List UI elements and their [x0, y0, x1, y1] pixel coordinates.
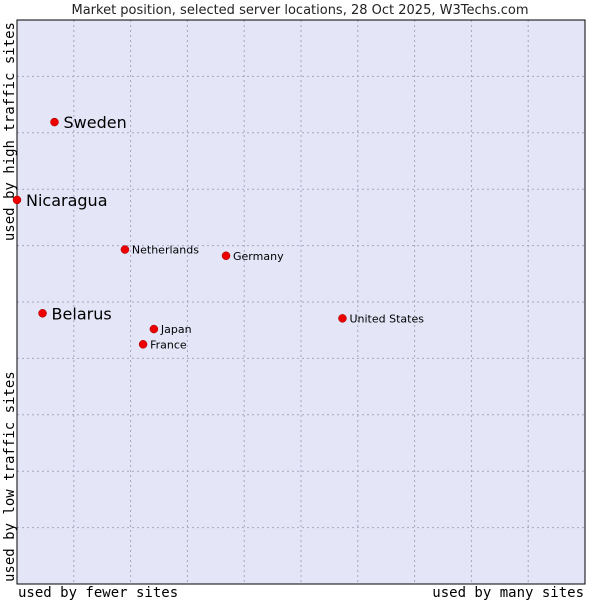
x-axis-label-right: used by many sites — [432, 585, 584, 600]
point-label-sweden: Sweden — [63, 113, 126, 132]
point-label-belarus: Belarus — [52, 304, 112, 323]
point-label-united-states: United States — [349, 312, 424, 325]
point-france — [138, 340, 148, 349]
plot-frame — [16, 19, 586, 585]
point-nicaragua — [12, 195, 22, 205]
point-label-nicaragua: Nicaragua — [26, 191, 108, 210]
point-united-states — [338, 314, 347, 323]
point-japan — [149, 324, 159, 334]
data-points: Sweden Nicaragua Netherlands Germany Belarus… — [12, 113, 424, 351]
point-label-japan: Japan — [160, 323, 192, 336]
x-axis-label-left: used by fewer sites — [18, 585, 178, 600]
point-label-netherlands: Netherlands — [132, 244, 199, 257]
point-label-france: France — [150, 338, 187, 351]
grid-lines — [17, 20, 585, 584]
chart-title: Market position, selected server locatio… — [71, 3, 528, 18]
point-label-germany: Germany — [233, 250, 284, 263]
point-sweden — [50, 117, 59, 127]
point-belarus — [38, 309, 47, 318]
y-axis-label-bottom: used by low traffic sites — [2, 371, 18, 582]
point-germany — [221, 251, 231, 261]
y-axis-label-top: used by high traffic sites — [2, 22, 18, 241]
point-netherlands — [120, 245, 130, 254]
